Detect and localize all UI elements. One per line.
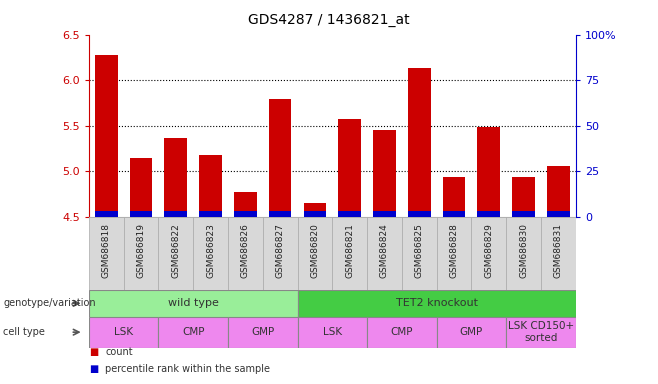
Text: GMP: GMP [460,327,483,337]
Bar [303,210,326,217]
Bar [234,192,257,217]
Text: genotype/variation: genotype/variation [3,298,96,308]
Bar [408,68,430,217]
Bar [297,317,367,348]
Bar [228,317,297,348]
Text: percentile rank within the sample: percentile rank within the sample [105,364,270,374]
Bar [199,155,222,217]
Bar [547,210,570,217]
Text: GSM686819: GSM686819 [136,223,145,278]
Text: GSM686827: GSM686827 [276,223,285,278]
Bar [437,317,506,348]
Text: LSK CD150+
sorted: LSK CD150+ sorted [508,321,574,343]
Text: ■: ■ [89,348,98,358]
Bar [89,317,159,348]
Text: GDS4287 / 1436821_at: GDS4287 / 1436821_at [248,13,410,27]
Bar [303,203,326,217]
Text: GSM686830: GSM686830 [519,223,528,278]
Bar [541,217,576,290]
Text: GMP: GMP [251,327,274,337]
Bar [513,210,535,217]
Text: GSM686825: GSM686825 [415,223,424,278]
Bar [437,217,471,290]
Bar [373,210,395,217]
Bar [513,177,535,217]
Text: GSM686831: GSM686831 [554,223,563,278]
Text: ■: ■ [89,364,98,374]
Bar [338,210,361,217]
Bar [159,317,228,348]
Text: cell type: cell type [3,327,45,337]
Bar [443,210,465,217]
Bar [373,130,395,217]
Bar [124,217,159,290]
Bar [478,210,500,217]
Bar [269,99,291,217]
Bar [367,217,402,290]
Text: GSM686823: GSM686823 [206,223,215,278]
Bar [338,119,361,217]
Text: GSM686822: GSM686822 [171,223,180,278]
Bar [89,217,124,290]
Bar [130,210,152,217]
Bar [164,210,187,217]
Bar [332,217,367,290]
Bar [297,217,332,290]
Bar [234,210,257,217]
Bar [506,317,576,348]
Text: GSM686820: GSM686820 [311,223,319,278]
Text: GSM686829: GSM686829 [484,223,494,278]
Bar [408,210,430,217]
Bar [547,166,570,217]
Text: GSM686818: GSM686818 [102,223,111,278]
Text: wild type: wild type [168,298,218,308]
Bar [159,217,193,290]
Bar [199,210,222,217]
Text: count: count [105,348,133,358]
Bar [471,217,506,290]
Text: CMP: CMP [182,327,205,337]
Text: CMP: CMP [391,327,413,337]
Bar [478,127,500,217]
Bar [89,290,297,317]
Bar [95,55,118,217]
Text: GSM686821: GSM686821 [345,223,354,278]
Bar [164,137,187,217]
Text: GSM686828: GSM686828 [449,223,459,278]
Bar [193,217,228,290]
Bar [506,217,541,290]
Text: LSK: LSK [322,327,342,337]
Text: GSM686824: GSM686824 [380,223,389,278]
Text: LSK: LSK [114,327,133,337]
Text: TET2 knockout: TET2 knockout [395,298,478,308]
Bar [130,158,152,217]
Bar [228,217,263,290]
Bar [297,290,576,317]
Bar [443,177,465,217]
Bar [367,317,437,348]
Bar [269,210,291,217]
Bar [402,217,437,290]
Bar [95,210,118,217]
Text: GSM686826: GSM686826 [241,223,250,278]
Bar [263,217,297,290]
